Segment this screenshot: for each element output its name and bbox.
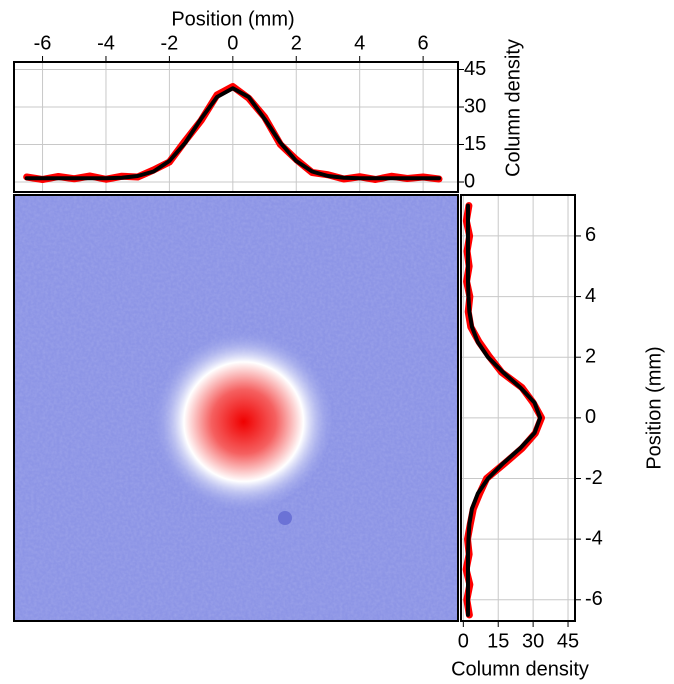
x-tick-label: -6 <box>34 32 52 54</box>
y-tick-label: 6 <box>585 224 596 246</box>
fit-line <box>24 86 441 181</box>
x-axis-label: Column density <box>451 658 589 680</box>
y-tick-label: 2 <box>585 345 596 367</box>
y-tick-label: 0 <box>464 170 475 192</box>
x-tick-label: 30 <box>522 630 544 652</box>
y-tick-label: 45 <box>464 58 486 80</box>
y-tick-label: 0 <box>585 406 596 428</box>
fit-line <box>465 203 543 617</box>
y-tick-label: -4 <box>585 527 603 549</box>
x-tick-label: -2 <box>161 32 179 54</box>
plot-area <box>14 62 458 192</box>
y-tick-label: -2 <box>585 467 603 489</box>
x-tick-label: 0 <box>227 32 238 54</box>
x-tick-label: 45 <box>557 630 579 652</box>
x-tick-label: 0 <box>458 630 469 652</box>
x-tick-label: 15 <box>487 630 509 652</box>
plot-frame <box>13 61 459 193</box>
x-tick-label: 4 <box>354 32 365 54</box>
x-tick-label: 2 <box>291 32 302 54</box>
absorption-image <box>14 195 458 621</box>
y-tick-label: 30 <box>464 95 486 117</box>
plot-area <box>461 195 575 621</box>
x-tick-label: 6 <box>418 32 429 54</box>
y-axis-label: Column density <box>502 39 524 177</box>
image-frame <box>13 194 459 622</box>
y-axis-label: Position (mm) <box>643 346 665 469</box>
y-tick-label: 4 <box>585 285 596 307</box>
y-tick-label: 15 <box>464 133 486 155</box>
x-tick-label: -4 <box>97 32 115 54</box>
plot-frame <box>460 194 576 622</box>
y-tick-label: -6 <box>585 588 603 610</box>
x-axis-label: Position (mm) <box>171 8 294 30</box>
